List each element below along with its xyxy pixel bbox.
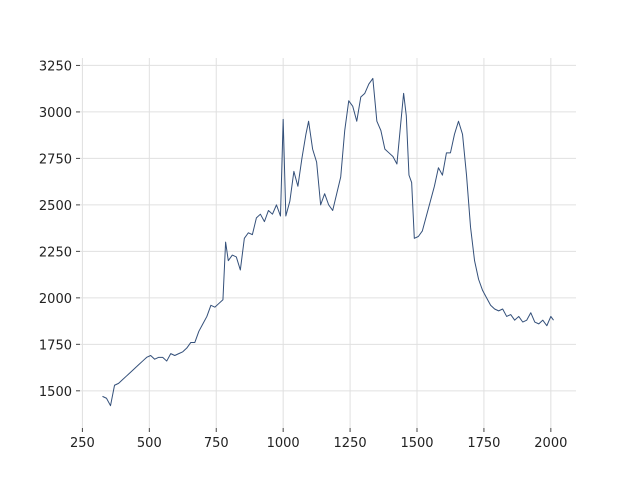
y-tick-label: 2750 [39, 152, 72, 167]
y-tick-label: 2000 [39, 292, 72, 307]
x-tick-label: 500 [137, 436, 162, 451]
x-tick-label: 750 [204, 436, 229, 451]
x-tick-label: 1750 [467, 436, 500, 451]
x-tick-label: 1500 [400, 436, 433, 451]
x-tick-label: 1000 [267, 436, 300, 451]
y-tick-label: 2250 [39, 245, 72, 260]
y-tick-label: 3250 [39, 59, 72, 74]
y-tick-label: 3000 [39, 106, 72, 121]
x-tick-label: 2000 [534, 436, 567, 451]
y-tick-label: 2500 [39, 199, 72, 214]
x-tick-label: 1250 [334, 436, 367, 451]
y-tick-label: 1500 [39, 385, 72, 400]
data-line [102, 77, 554, 407]
y-tick-label: 1750 [39, 338, 72, 353]
x-tick-label: 250 [70, 436, 95, 451]
